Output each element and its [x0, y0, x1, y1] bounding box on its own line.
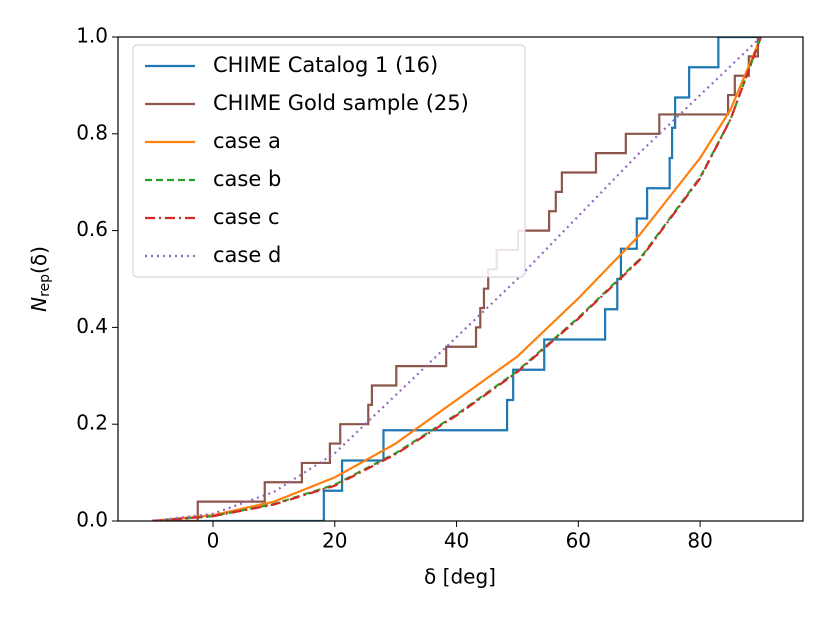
y-tick-label: 0.8 — [76, 120, 108, 144]
y-tick-label: 0.6 — [76, 217, 108, 241]
x-tick-label: 80 — [687, 529, 712, 553]
x-tick-label: 20 — [322, 529, 347, 553]
y-tick-label: 0.4 — [76, 314, 108, 338]
x-axis-label: δ [deg] — [424, 565, 496, 589]
legend-label: case b — [213, 167, 281, 191]
series-line — [151, 37, 762, 521]
y-axis-label: Nrep(δ) — [27, 246, 54, 312]
y-tick-label: 0.0 — [76, 508, 108, 532]
y-label-rest: (δ) — [27, 246, 51, 274]
y-tick-label: 1.0 — [76, 24, 108, 48]
series-line — [152, 37, 760, 521]
series-line — [151, 37, 763, 521]
x-tick-label: 60 — [566, 529, 591, 553]
legend-label: case c — [213, 205, 280, 229]
x-tick-label: 40 — [444, 529, 469, 553]
legend-label: case a — [213, 129, 281, 153]
x-tick-label: 0 — [207, 529, 220, 553]
plot-frame — [117, 36, 804, 522]
y-tick-label: 0.2 — [76, 411, 108, 435]
legend-label: CHIME Catalog 1 (16) — [213, 53, 438, 77]
legend-label: CHIME Gold sample (25) — [213, 91, 469, 115]
legend-label: case d — [213, 243, 281, 267]
legend-box — [132, 44, 526, 278]
series-line — [152, 37, 763, 521]
y-label-sub: rep — [37, 274, 53, 297]
y-label-main: N — [27, 297, 51, 312]
